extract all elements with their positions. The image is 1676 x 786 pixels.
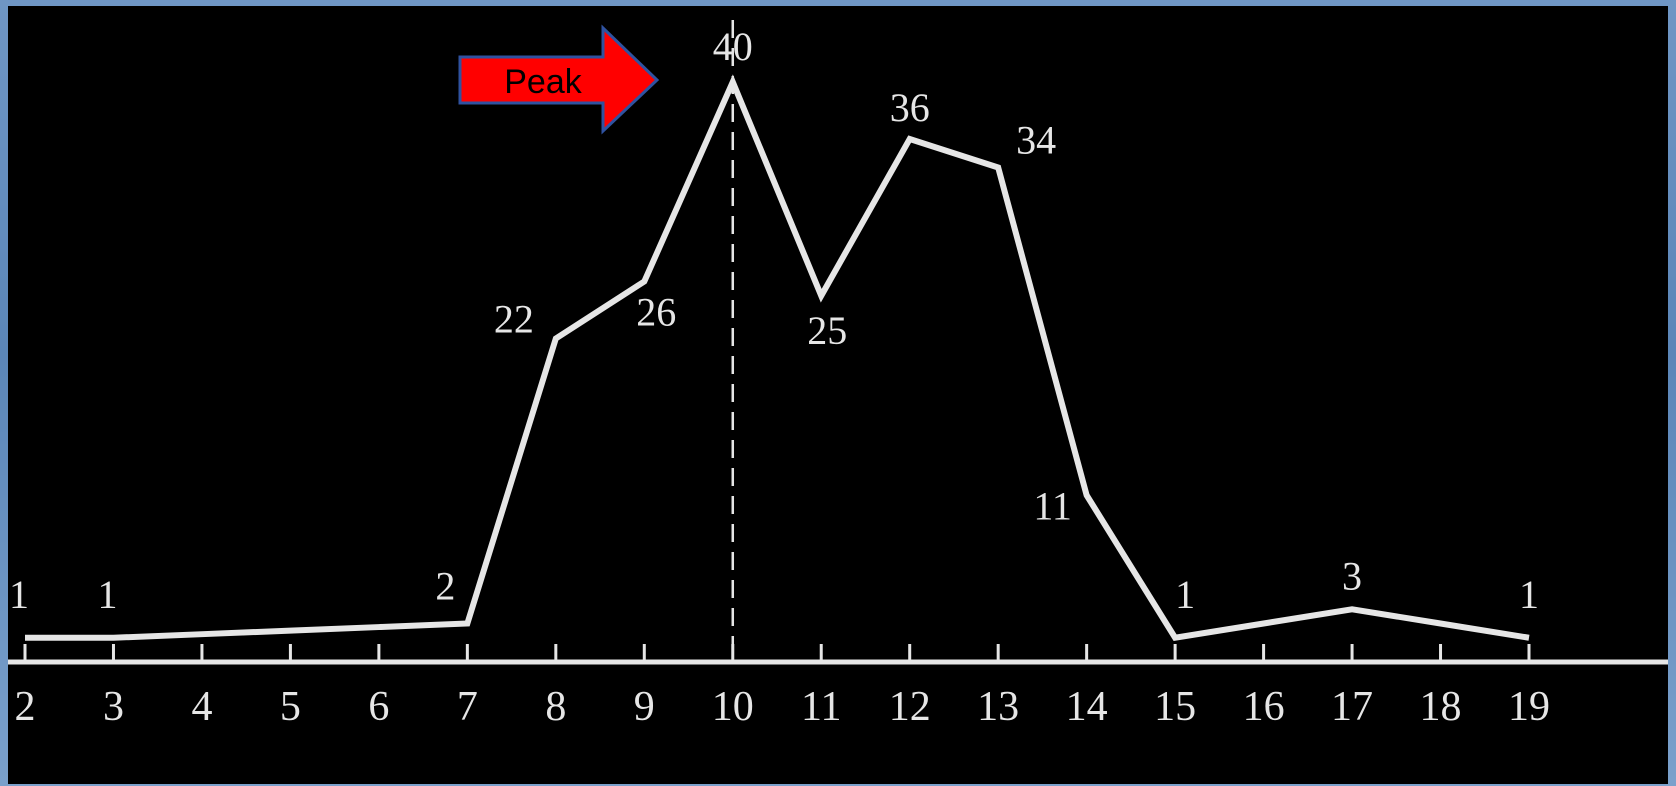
x-tick-label: 12 xyxy=(889,684,931,730)
data-label: 34 xyxy=(1016,118,1056,163)
series-line xyxy=(25,74,1530,642)
data-label: 1 xyxy=(9,572,29,617)
chart-frame: 1 1 2 22 26 40 25 36 34 11 1 3 1 2 3 4 5 6 7 8 9 10 11 12 13 14 1… xyxy=(8,6,1668,784)
x-tick-label: 4 xyxy=(191,684,212,730)
data-label: 1 xyxy=(1175,572,1195,617)
x-tick-label: 13 xyxy=(977,684,1019,730)
x-tick-label: 3 xyxy=(103,684,124,730)
x-tick-label: 19 xyxy=(1508,684,1550,730)
arrow-icon xyxy=(458,24,660,135)
peak-annotation-label: Peak xyxy=(504,63,582,101)
data-label: 26 xyxy=(636,290,676,335)
data-label: 2 xyxy=(435,564,455,609)
x-tick-label: 16 xyxy=(1243,684,1285,730)
x-tick-label: 8 xyxy=(545,684,566,730)
data-label: 22 xyxy=(494,297,534,342)
data-label: 36 xyxy=(890,85,930,130)
data-label: 11 xyxy=(1033,483,1072,528)
data-label: 1 xyxy=(97,572,117,617)
x-tick-label: 7 xyxy=(457,684,478,730)
data-label: 3 xyxy=(1342,553,1362,598)
peak-annotation-arrow: Peak xyxy=(458,24,660,135)
x-tick-label: 15 xyxy=(1154,684,1196,730)
x-tick-label: 11 xyxy=(801,684,841,730)
x-tick-label: 14 xyxy=(1066,684,1108,730)
x-tick-label: 18 xyxy=(1420,684,1462,730)
x-tick-label: 6 xyxy=(368,684,389,730)
x-tick-labels: 2 3 4 5 6 7 8 9 10 11 12 13 14 15 16 17 18 19 xyxy=(15,684,1551,730)
x-tick-label: 10 xyxy=(712,684,754,730)
x-axis xyxy=(8,644,1668,665)
x-tick-label: 5 xyxy=(280,684,301,730)
data-label: 40 xyxy=(713,24,753,69)
x-tick-label: 17 xyxy=(1331,684,1373,730)
x-tick-label: 9 xyxy=(634,684,655,730)
data-label: 25 xyxy=(807,308,847,353)
data-label: 1 xyxy=(1519,572,1539,617)
x-tick-label: 2 xyxy=(15,684,36,730)
